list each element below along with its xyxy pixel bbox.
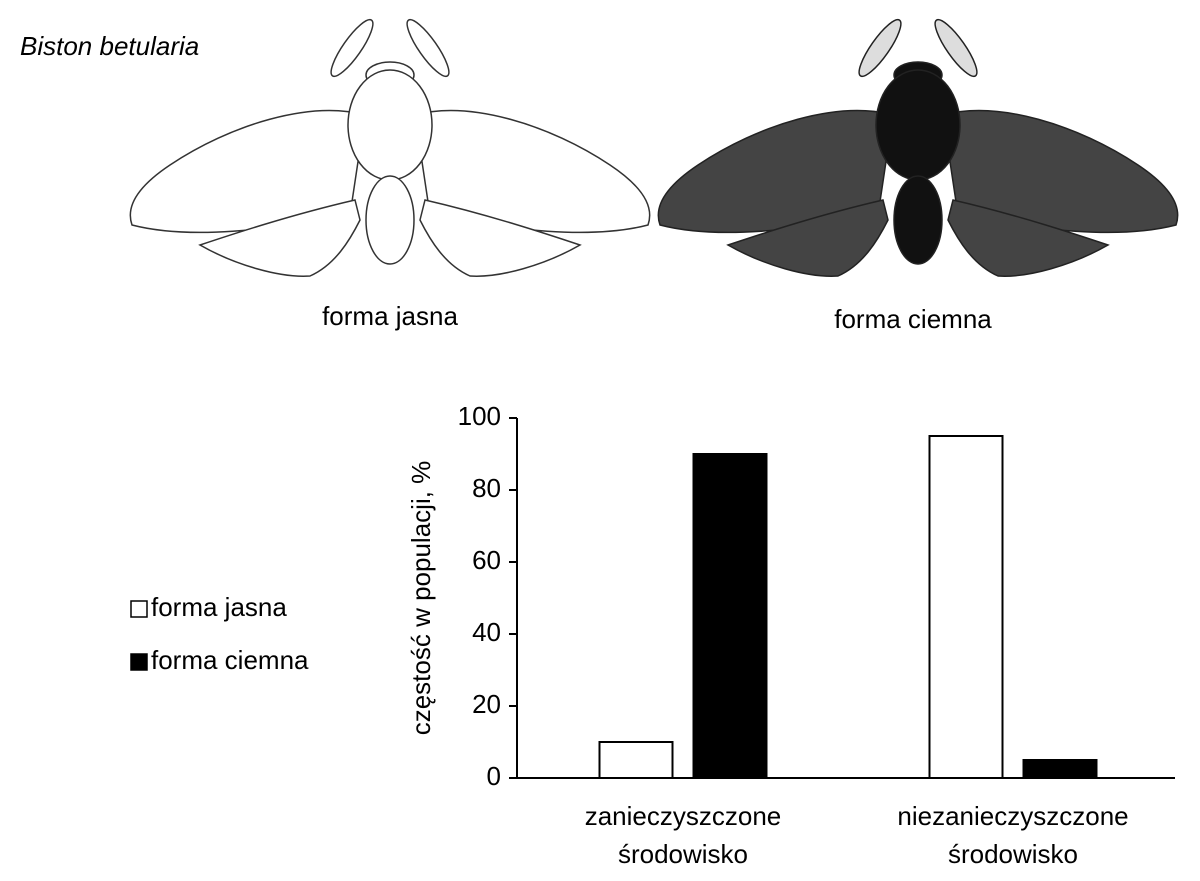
moth-dark (657, 14, 1179, 277)
moth-light (129, 14, 651, 277)
legend-label: forma ciemna (151, 645, 309, 675)
x-tick-label: niezanieczyszczone środowisko (897, 801, 1129, 869)
bar (692, 453, 768, 779)
y-tick-label: 100 (458, 401, 501, 431)
legend-swatch (130, 653, 148, 671)
legend-label: forma jasna (151, 592, 287, 622)
legend-swatch (130, 600, 148, 618)
x-tick-label: zanieczyszczone środowisko (584, 801, 782, 869)
y-tick-label: 80 (472, 473, 501, 503)
species-name: Biston betularia (20, 31, 199, 61)
bar (1022, 759, 1098, 779)
caption: forma jasna (322, 301, 458, 331)
y-tick-label: 20 (472, 689, 501, 719)
y-tick-label: 0 (487, 761, 501, 791)
y-tick-label: 60 (472, 545, 501, 575)
y-tick-label: 40 (472, 617, 501, 647)
caption: forma ciemna (834, 304, 992, 334)
bar (928, 435, 1004, 779)
bar (598, 741, 674, 779)
y-axis-label: częstość w populacji, % (406, 461, 436, 736)
